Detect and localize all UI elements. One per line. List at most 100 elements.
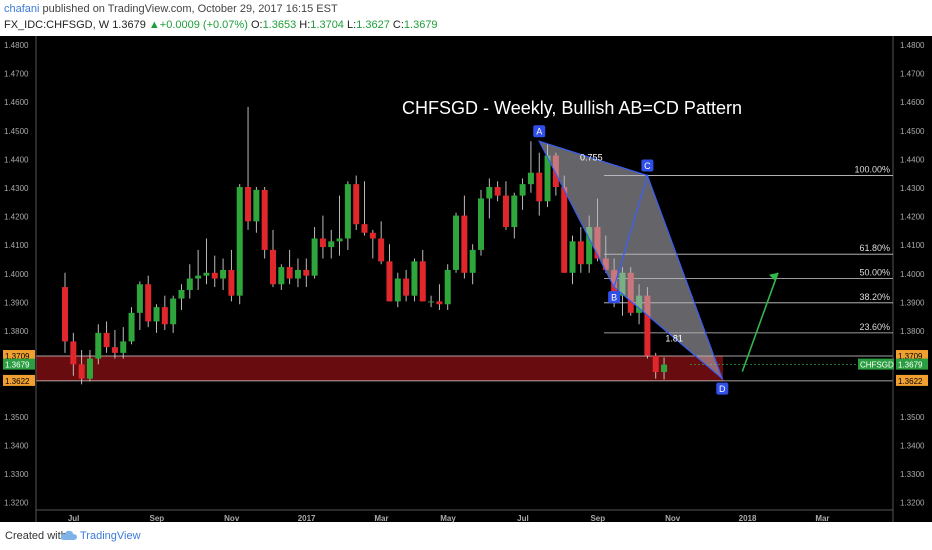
candle-down (494, 187, 501, 196)
x-tick-label: Jul (517, 514, 529, 522)
symbol-label: FX_IDC:CHFSGD, W (4, 19, 110, 31)
candle-down (502, 195, 509, 228)
candle-up (178, 289, 185, 299)
y-tick-label-right: 1.4200 (900, 213, 925, 222)
candle-up (336, 238, 343, 242)
zone-bottom-tag-left: 1.3622 (5, 377, 30, 386)
candle-down (303, 269, 310, 276)
fib-level-label: 38.20% (859, 292, 890, 302)
publisher-username[interactable]: chafani (4, 3, 40, 15)
y-tick-label-left: 1.4300 (4, 184, 29, 193)
candle-down (261, 189, 268, 250)
up-triangle-icon: ▲ (148, 19, 160, 31)
pattern-point-label: C (644, 161, 651, 171)
axis-layer: 1.4800 1.4800 1.4700 1.4700 1.4600 1.4600 1.45… (4, 36, 925, 522)
open-value: 1.3653 (262, 19, 297, 31)
candle-up (203, 272, 210, 276)
ratio-line-bd (613, 286, 723, 380)
candle-up (278, 267, 285, 285)
pattern-point-marker (533, 125, 546, 138)
zone-bottom-tag-right-box (896, 374, 928, 386)
zone-top-tag-right-box (896, 350, 928, 362)
candle-up (444, 269, 451, 305)
x-tick-label: Nov (224, 514, 240, 522)
candle-up (586, 227, 593, 265)
candle-down (228, 269, 235, 296)
x-tick-label: Jul (68, 514, 80, 522)
candle-down (436, 301, 443, 305)
candle-up (236, 187, 243, 296)
candle-down (270, 249, 276, 285)
symbol-tag-box (858, 358, 894, 370)
chart-header: chafani published on TradingView.com, Oc… (0, 0, 932, 36)
last-price-tag-left-box (3, 358, 35, 370)
zone-bottom-tag-left-box (3, 374, 35, 386)
zone-top-tag-left-box (3, 350, 35, 362)
candle-up (253, 189, 260, 222)
low-value: 1.3627 (356, 19, 390, 31)
candle-down (419, 261, 426, 302)
fib-level-label: 100.00% (854, 165, 890, 175)
ratio-label-ac: 0.755 (580, 152, 603, 162)
candle-up (294, 269, 301, 279)
support-zone-rect (36, 356, 723, 381)
x-tick-label: 2017 (298, 514, 316, 522)
candle-up (136, 284, 143, 313)
candle-down (536, 172, 543, 202)
created-with-text: Created with (5, 530, 67, 542)
candle-up (544, 155, 551, 202)
y-tick-label-left: 1.4700 (4, 70, 29, 79)
candle-up (128, 312, 135, 342)
y-tick-label-left: 1.4800 (4, 41, 29, 50)
candle-up (661, 364, 668, 373)
y-tick-label-right: 1.3500 (900, 413, 925, 422)
pattern-point-marker (608, 291, 621, 304)
candle-down (286, 267, 293, 279)
candle-up (478, 198, 484, 250)
y-tick-label-right: 1.3200 (900, 499, 925, 508)
y-tick-label-left: 1.3200 (4, 499, 29, 508)
projection-arrow-shaft (741, 272, 779, 372)
candle-down (62, 287, 68, 342)
last-price-tag-right: 1.3679 (898, 361, 923, 370)
candle-down (319, 238, 326, 248)
candle-up (428, 301, 435, 303)
publisher-text: published on TradingView.com, October 29… (39, 3, 338, 15)
pattern-point-marker (641, 159, 654, 172)
y-tick-label-left: 1.4100 (4, 241, 29, 250)
candle-down (245, 187, 252, 222)
y-tick-label-right: 1.4400 (900, 155, 925, 164)
x-tick-label: 2018 (739, 514, 757, 522)
candle-down (644, 295, 651, 356)
candle-up (453, 215, 460, 270)
price-change: +0.0009 (+0.07%) (159, 19, 248, 31)
support-zone-layer (36, 355, 893, 382)
x-tick-label: Nov (665, 514, 681, 522)
price-chart[interactable]: 1.4800 1.4800 1.4700 1.4700 1.4600 1.4600 1.45… (0, 36, 932, 522)
y-tick-label-left: 1.3900 (4, 298, 29, 307)
pattern-point-marker (716, 382, 729, 395)
open-label: O: (250, 19, 263, 31)
candle-up (527, 172, 534, 185)
candle-up (95, 332, 102, 359)
candle-up (511, 195, 518, 228)
ohlc-line: FX_IDC:CHFSGD, W 1.3679 ▲+0.0009 (+0.07%… (4, 19, 438, 31)
fib-level-label: 23.60% (859, 322, 890, 332)
fib-level-label: 61.80% (859, 243, 890, 253)
candle-up (569, 241, 576, 273)
fibonacci-levels: 100.00% 61.80% 50.00% 38.20% 23.60% (604, 165, 893, 334)
pattern-point-label: B (611, 293, 617, 303)
x-tick-label: May (440, 514, 456, 522)
candle-down (161, 307, 168, 325)
candle-up (311, 238, 318, 276)
candle-down (70, 341, 77, 365)
projection-arrow (741, 272, 779, 372)
candle-down (78, 364, 85, 379)
y-tick-label-right: 1.4000 (900, 270, 925, 279)
candle-down (652, 355, 659, 373)
candle-down (378, 238, 385, 262)
candle-down (211, 272, 218, 279)
candle-down (353, 184, 360, 225)
tradingview-brand[interactable]: TradingView (80, 530, 141, 542)
abcd-pattern: 0.755 1.81 A B C D (533, 125, 729, 395)
